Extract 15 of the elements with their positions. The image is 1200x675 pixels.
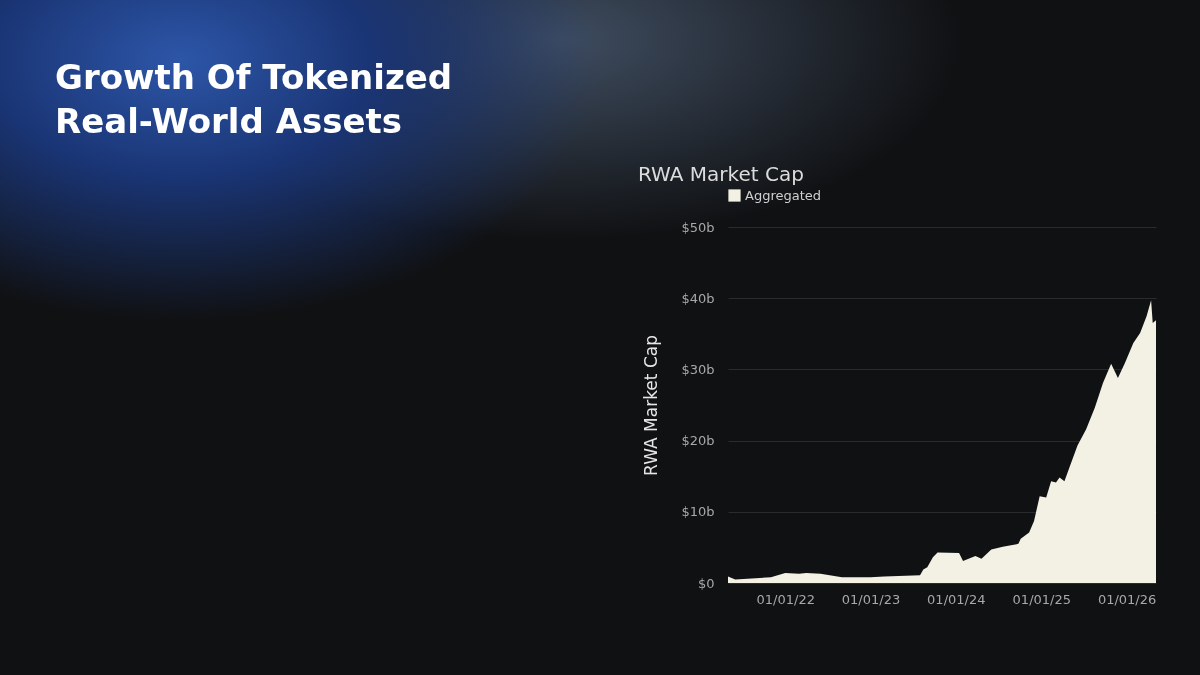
text: Growth Of Tokenized Real-World Assets — [55, 56, 454, 143]
y-tick-label: $40b — [681, 290, 715, 306]
y-tick-label: $30b — [681, 361, 715, 377]
legend-label: Aggregated — [745, 187, 822, 203]
y-tick-label: $0 — [697, 575, 715, 591]
x-tick-label: 01/01/25 — [1012, 591, 1071, 607]
x-tick-label: 01/01/23 — [841, 591, 901, 607]
chart-subtitle: RWA Market Cap — [638, 162, 804, 186]
y-tick-label: $10b — [681, 504, 715, 520]
x-tick-label: 01/01/26 — [1097, 591, 1157, 607]
y-tick-label: $20b — [681, 433, 715, 449]
x-tick-label: 01/01/24 — [927, 591, 986, 607]
y-tick-label: $50b — [681, 219, 715, 235]
y-axis-title: RWA Market Cap — [641, 335, 662, 476]
x-tick-label: 01/01/22 — [756, 591, 815, 607]
